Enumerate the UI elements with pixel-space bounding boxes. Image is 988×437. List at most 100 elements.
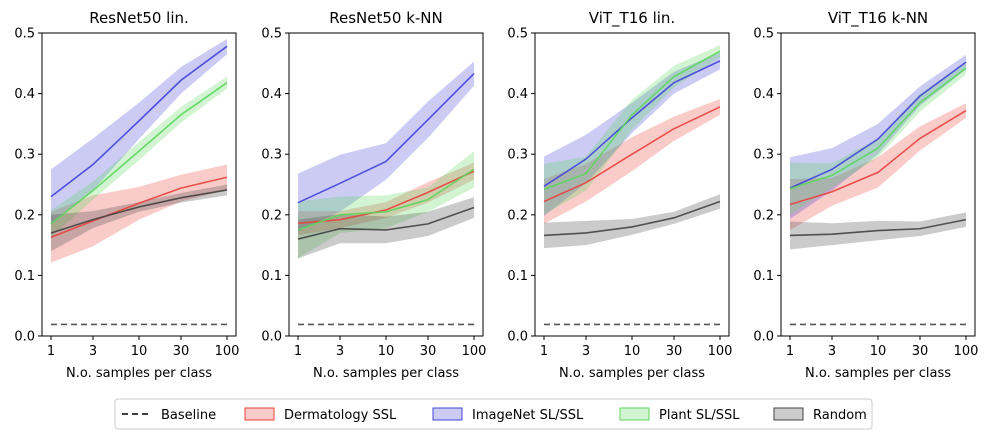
legend-item: ImageNet SL/SSL [432, 407, 584, 423]
x-tick-label: 30 [912, 344, 929, 359]
series-line-3 [297, 168, 475, 231]
band-2 [544, 52, 720, 217]
chart-panel-3: 0.0 0.1 0.2 0.3 0.4 0.5 1 3 10 30 100 ViT_T16 lin. N… [507, 9, 732, 381]
series-line-3 [50, 82, 228, 225]
legend-item: Plant SL/SSL [619, 407, 740, 423]
legend-label: Baseline [161, 408, 216, 423]
y-tick-label: 0.5 [507, 27, 528, 42]
x-axis-label: N.o. samples per class [66, 366, 212, 381]
y-tick-label: 0.3 [261, 148, 282, 163]
y-tick-label: 0.4 [507, 87, 528, 102]
x-axis-label: N.o. samples per class [313, 366, 459, 381]
y-tick-label: 0.1 [14, 269, 35, 284]
band-2 [298, 61, 474, 232]
legend-swatch [244, 407, 275, 421]
x-tick-label: 1 [47, 344, 55, 359]
y-tick-label: 0.0 [261, 330, 282, 345]
y-tick-label: 0.4 [261, 87, 282, 102]
band-4 [298, 197, 474, 259]
chart-title: ResNet50 lin. [89, 9, 189, 27]
band-4 [544, 194, 720, 249]
band-3 [298, 151, 474, 259]
chart-title: ViT_T16 lin. [589, 9, 675, 28]
x-tick-label: 1 [294, 344, 302, 359]
legend-label: ImageNet SL/SSL [472, 408, 584, 423]
x-tick-label: 3 [89, 344, 97, 359]
band-2 [51, 39, 227, 224]
y-tick-label: 0.1 [507, 269, 528, 284]
x-tick-label: 30 [420, 344, 437, 359]
chart-panel-4: 0.0 0.1 0.2 0.3 0.4 0.5 1 3 10 30 100 ViT_T16 k-NN N… [753, 9, 978, 381]
chart-panel-2: 0.0 0.1 0.2 0.3 0.4 0.5 1 3 10 30 100 ResNet50 k-NN… [261, 9, 486, 381]
legend-item: Random [773, 407, 867, 423]
x-tick-label: 3 [336, 344, 344, 359]
x-tick-label: 10 [131, 344, 148, 359]
series-line-4 [50, 189, 228, 234]
series-line-1 [297, 170, 475, 225]
y-tick-label: 0.5 [753, 27, 774, 42]
band-4 [51, 184, 227, 252]
legend-swatch [619, 407, 650, 421]
y-tick-label: 0.0 [14, 330, 35, 345]
series-line-4 [297, 206, 475, 240]
x-tick-label: 10 [870, 344, 887, 359]
y-tick-label: 0.3 [753, 148, 774, 163]
y-tick-label: 0.2 [14, 208, 35, 223]
y-tick-label: 0.1 [753, 269, 774, 284]
y-tick-label: 0.2 [753, 208, 774, 223]
band-1 [51, 164, 227, 263]
x-tick-label: 100 [462, 344, 487, 359]
band-2 [790, 54, 966, 220]
y-tick-label: 0.1 [261, 269, 282, 284]
series-line-3 [543, 50, 721, 191]
x-tick-label: 30 [173, 344, 190, 359]
legend-label: Random [813, 408, 867, 423]
y-tick-label: 0.4 [14, 87, 35, 102]
x-tick-label: 100 [215, 344, 240, 359]
series-line-4 [543, 200, 721, 237]
band-1 [790, 103, 966, 230]
x-tick-label: 1 [540, 344, 548, 359]
series-line-4 [789, 218, 967, 237]
y-tick-label: 0.3 [14, 148, 35, 163]
x-tick-label: 30 [666, 344, 683, 359]
series-line-1 [789, 109, 967, 206]
x-axis-label: N.o. samples per class [559, 366, 705, 381]
x-tick-label: 1 [786, 344, 794, 359]
chart-title: ResNet50 k-NN [329, 9, 443, 27]
legend-label: Plant SL/SSL [659, 408, 740, 423]
legend: Baseline Dermatology SSL ImageNet SL/SSL Pl… [114, 398, 873, 430]
y-tick-label: 0.0 [507, 330, 528, 345]
series-line-2 [789, 61, 967, 189]
band-1 [544, 99, 720, 224]
y-tick-label: 0.4 [753, 87, 774, 102]
chart-title: ViT_T16 k-NN [828, 9, 928, 28]
x-tick-label: 3 [828, 344, 836, 359]
series-line-2 [50, 45, 228, 198]
legend-swatch [773, 407, 804, 421]
x-axis-label: N.o. samples per class [805, 366, 951, 381]
legend-frame [114, 398, 873, 430]
legend-item: Dermatology SSL [244, 407, 397, 423]
y-tick-label: 0.3 [507, 148, 528, 163]
x-tick-label: 3 [582, 344, 590, 359]
y-tick-label: 0.2 [507, 208, 528, 223]
x-tick-label: 100 [708, 344, 733, 359]
legend-swatch [432, 407, 463, 421]
band-3 [544, 45, 720, 215]
band-1 [298, 162, 474, 236]
series-line-1 [50, 176, 228, 238]
band-3 [51, 76, 227, 238]
y-tick-label: 0.2 [261, 208, 282, 223]
series-line-2 [543, 60, 721, 187]
x-tick-label: 10 [378, 344, 395, 359]
series-line-3 [789, 67, 967, 190]
x-tick-label: 100 [954, 344, 979, 359]
chart-panel-1: 0.0 0.1 0.2 0.3 0.4 0.5 1 3 10 30 100 ResNet50 lin.… [14, 9, 239, 381]
y-tick-label: 0.5 [261, 27, 282, 42]
x-tick-label: 10 [624, 344, 641, 359]
series-line-1 [543, 106, 721, 203]
legend-label: Dermatology SSL [284, 408, 397, 423]
series-line-2 [297, 73, 475, 204]
